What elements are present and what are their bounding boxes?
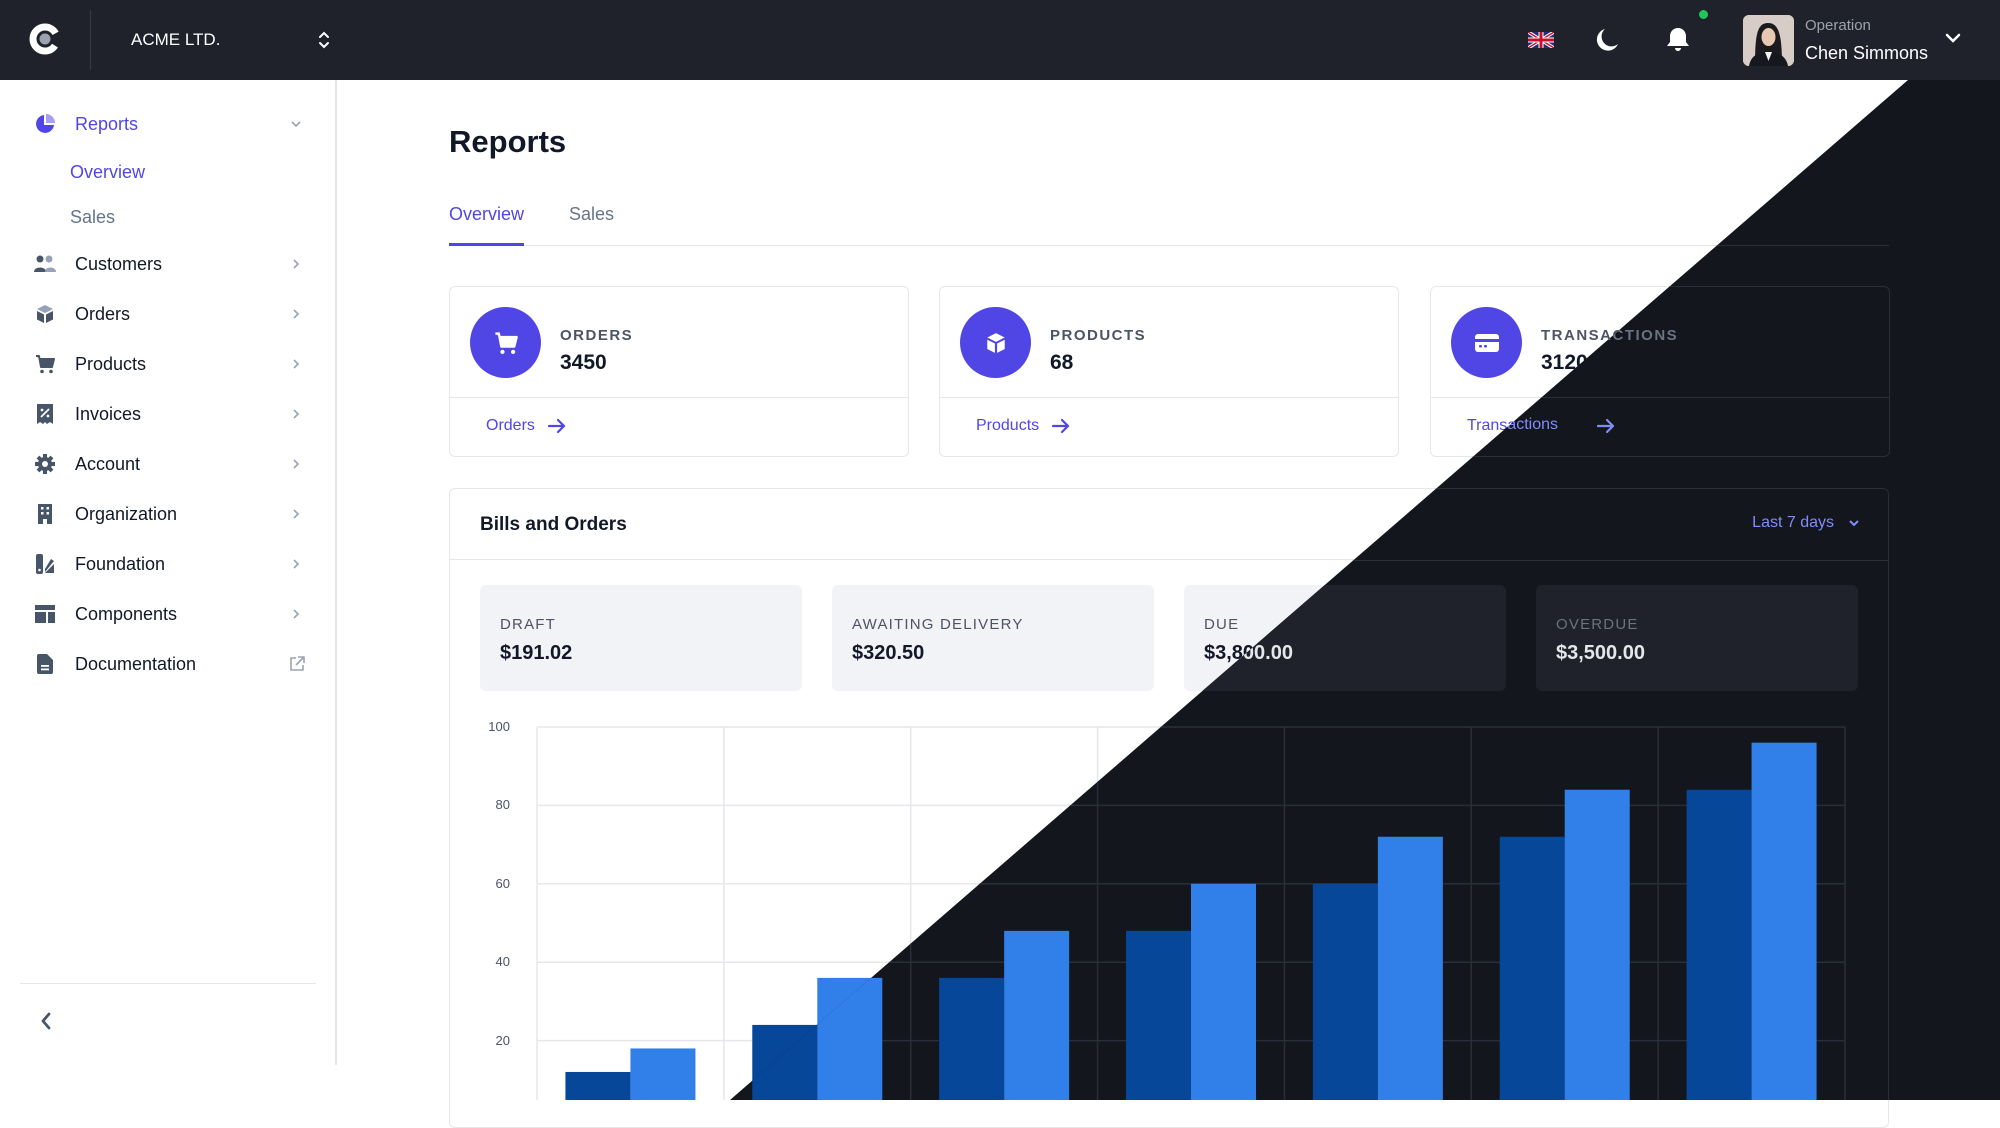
chevron-right-icon [293,409,300,419]
cube-icon [33,302,57,326]
chart-bar[interactable] [1686,789,1752,1100]
sidebar-item-label: Foundation [75,553,166,574]
sidebar-item-label: Products [75,353,147,374]
panel-title: Bills and Orders [480,514,627,535]
chevron-right-icon [293,459,300,469]
chevron-left-icon[interactable] [34,1009,58,1033]
chart-bar[interactable] [1377,836,1443,1100]
tab-sales[interactable]: Sales [569,204,615,224]
sidebar-item-label: Account [75,453,141,474]
tab-overview[interactable]: Overview [449,204,525,246]
chevron-right-icon [293,259,300,269]
chart-bar[interactable] [752,1024,818,1100]
sidebar-item-label: Organization [75,503,178,524]
sidebar-item-components[interactable]: Components [20,594,316,634]
y-axis-tick: 100 [488,719,510,734]
chart-bar[interactable] [565,1071,631,1100]
sidebar-item-organization[interactable]: Organization [20,494,316,534]
chart-bar[interactable] [1312,883,1378,1100]
sidebar-item-customers[interactable]: Customers [20,244,316,284]
sidebar-item-invoices[interactable]: Invoices [20,394,316,434]
link-label: Orders [486,417,535,434]
swatch-icon [33,552,57,576]
sidebar-item-reports[interactable]: Reports [20,104,316,144]
avatar[interactable] [1743,15,1794,66]
orders-link[interactable]: Orders [486,417,567,435]
chart-bar[interactable] [630,1048,696,1100]
chart-bar[interactable] [817,977,883,1100]
stat-value: 3450 [560,351,607,374]
sidebar-item-products[interactable]: Products [20,344,316,384]
chevron-right-icon [293,609,300,619]
sidebar: Reports Overview Sales Customers Orders … [0,80,337,1065]
receipt-percent-icon [33,402,57,426]
app-logo-icon[interactable] [28,22,62,56]
moon-icon[interactable] [1594,27,1620,53]
chevron-down-icon [291,121,301,128]
notification-badge [1699,10,1708,19]
chart-bar[interactable] [1564,789,1630,1100]
chevron-up-down-icon [319,31,329,49]
stat-label: DRAFT [500,616,556,633]
sidebar-item-label: Components [75,603,178,624]
arrow-right-icon [547,418,566,434]
sidebar-item-label: Orders [75,303,131,324]
user-name[interactable]: Chen Simmons [1805,43,1929,63]
top-bar: ACME LTD. [0,0,2000,80]
bell-icon[interactable] [1665,26,1691,54]
building-icon [33,502,57,526]
y-axis-tick: 60 [495,875,510,891]
y-axis-tick: 20 [495,1032,510,1048]
chevron-right-icon [293,509,300,519]
chart-bar[interactable] [1004,930,1070,1100]
gear-icon [33,452,57,476]
sidebar-item-foundation[interactable]: Foundation [20,544,316,584]
document-icon [33,652,57,676]
layout-icon [33,602,57,626]
chevron-right-icon [293,559,300,569]
chart-bar[interactable] [939,977,1005,1100]
chart-bar[interactable] [1751,742,1817,1100]
cart-icon [33,352,57,376]
organization-switcher[interactable]: ACME LTD. [131,22,331,58]
external-link-icon [290,656,305,671]
sidebar-item-label: Reports [75,113,139,134]
sidebar-item-orders[interactable]: Orders [20,294,316,334]
sidebar-subitem-sales[interactable]: Sales [70,207,116,227]
chevron-right-icon [293,309,300,319]
uk-flag-icon[interactable] [1528,32,1554,48]
y-axis-tick: 80 [495,797,510,813]
bar-chart [536,726,1846,1100]
user-role: Operation [1805,17,1871,34]
sidebar-item-label: Documentation [75,653,197,674]
sidebar-subitem-overview[interactable]: Overview [70,162,146,182]
sidebar-item-label: Customers [75,253,163,274]
chevron-right-icon [293,359,300,369]
organization-name: ACME LTD. [131,30,221,49]
user-photo-icon [1743,15,1794,66]
page-title: Reports [449,124,567,159]
users-icon [33,252,57,276]
sidebar-item-label: Invoices [75,403,142,424]
chart-bar[interactable] [1499,836,1565,1100]
sidebar-item-account[interactable]: Account [20,444,316,484]
y-axis-tick: 40 [495,954,510,970]
chart-bar[interactable] [1191,883,1256,1100]
pie-chart-icon [33,112,57,136]
chart-bar[interactable] [1126,930,1191,1100]
cart-icon [470,307,541,378]
chevron-down-icon[interactable] [1945,32,1961,44]
stat-value: $191.02 [500,642,573,664]
topbar-divider [90,10,91,70]
stat-label: ORDERS [560,327,634,344]
sidebar-divider [20,983,316,984]
sidebar-item-documentation[interactable]: Documentation [20,644,316,684]
card-footer: Orders [450,397,908,457]
